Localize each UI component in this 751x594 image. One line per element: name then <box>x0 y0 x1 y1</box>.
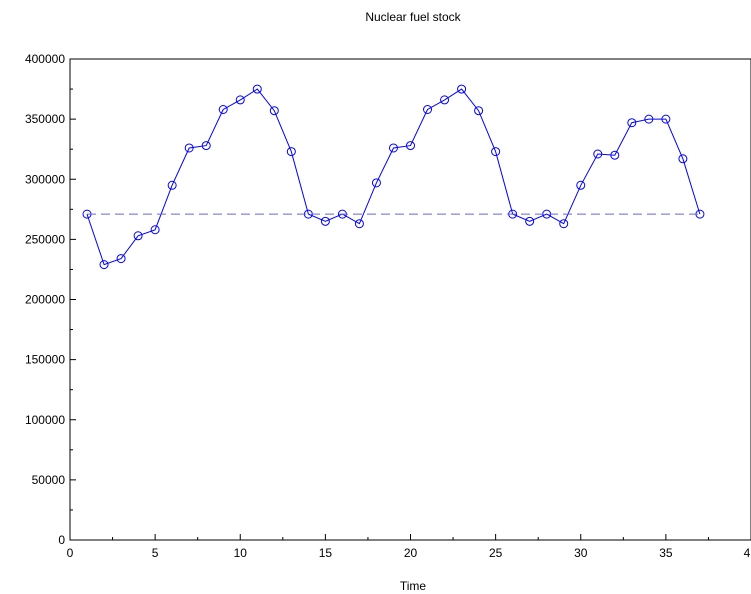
x-tick-label: 25 <box>489 546 503 560</box>
x-tick-label: 5 <box>152 546 159 560</box>
data-point <box>354 219 364 229</box>
data-point <box>627 118 637 128</box>
data-point <box>320 216 330 226</box>
x-tick-label: 20 <box>404 546 418 560</box>
x-tick-label: 35 <box>659 546 673 560</box>
data-point <box>201 141 211 151</box>
y-tick-label: 400000 <box>25 52 65 66</box>
data-point <box>371 178 381 188</box>
y-tick-label: 100000 <box>25 413 65 427</box>
x-tick-label: 30 <box>574 546 588 560</box>
x-tick-label: 0 <box>67 546 74 560</box>
y-axis: 0 50000 100000 150000 200000 250000 300000 3500… <box>25 52 76 547</box>
data-point <box>406 141 415 151</box>
data-point <box>184 143 194 153</box>
data-point <box>678 154 688 164</box>
data-point <box>610 150 620 160</box>
data-point <box>491 147 501 157</box>
y-tick-label: 300000 <box>25 172 65 186</box>
x-axis: 0 5 10 15 20 25 30 35 4 <box>67 534 751 560</box>
data-point <box>559 219 569 229</box>
series-line <box>86 88 701 266</box>
data-point <box>644 114 654 124</box>
plot-frame <box>69 58 751 541</box>
data-point <box>99 260 109 270</box>
data-point <box>388 143 398 153</box>
x-tick-label: 4 <box>744 546 751 560</box>
data-point <box>133 231 143 241</box>
data-point <box>218 105 228 115</box>
data-point <box>150 225 160 235</box>
data-point <box>593 149 603 159</box>
data-point <box>576 180 586 190</box>
y-tick-label: 150000 <box>25 353 65 367</box>
data-point <box>457 84 467 94</box>
y-tick-label: 250000 <box>25 232 65 246</box>
data-point <box>286 147 296 157</box>
data-point <box>474 106 484 116</box>
data-point <box>661 114 671 124</box>
y-tick-label: 50000 <box>32 473 66 487</box>
data-point <box>440 95 450 105</box>
x-axis-label: Time <box>400 579 427 593</box>
series-layer <box>82 84 705 270</box>
chart-title: Nuclear fuel stock <box>365 10 461 24</box>
data-point <box>269 106 279 116</box>
data-point <box>252 84 262 94</box>
x-tick-label: 10 <box>234 546 248 560</box>
x-tick-label: 15 <box>319 546 333 560</box>
data-point <box>116 254 126 264</box>
y-tick-label: 350000 <box>25 112 65 126</box>
data-point <box>525 216 535 226</box>
y-tick-label: 200000 <box>25 293 65 307</box>
data-point <box>167 180 177 190</box>
data-point <box>423 105 433 115</box>
data-point <box>235 95 245 105</box>
y-tick-label: 0 <box>58 533 65 547</box>
